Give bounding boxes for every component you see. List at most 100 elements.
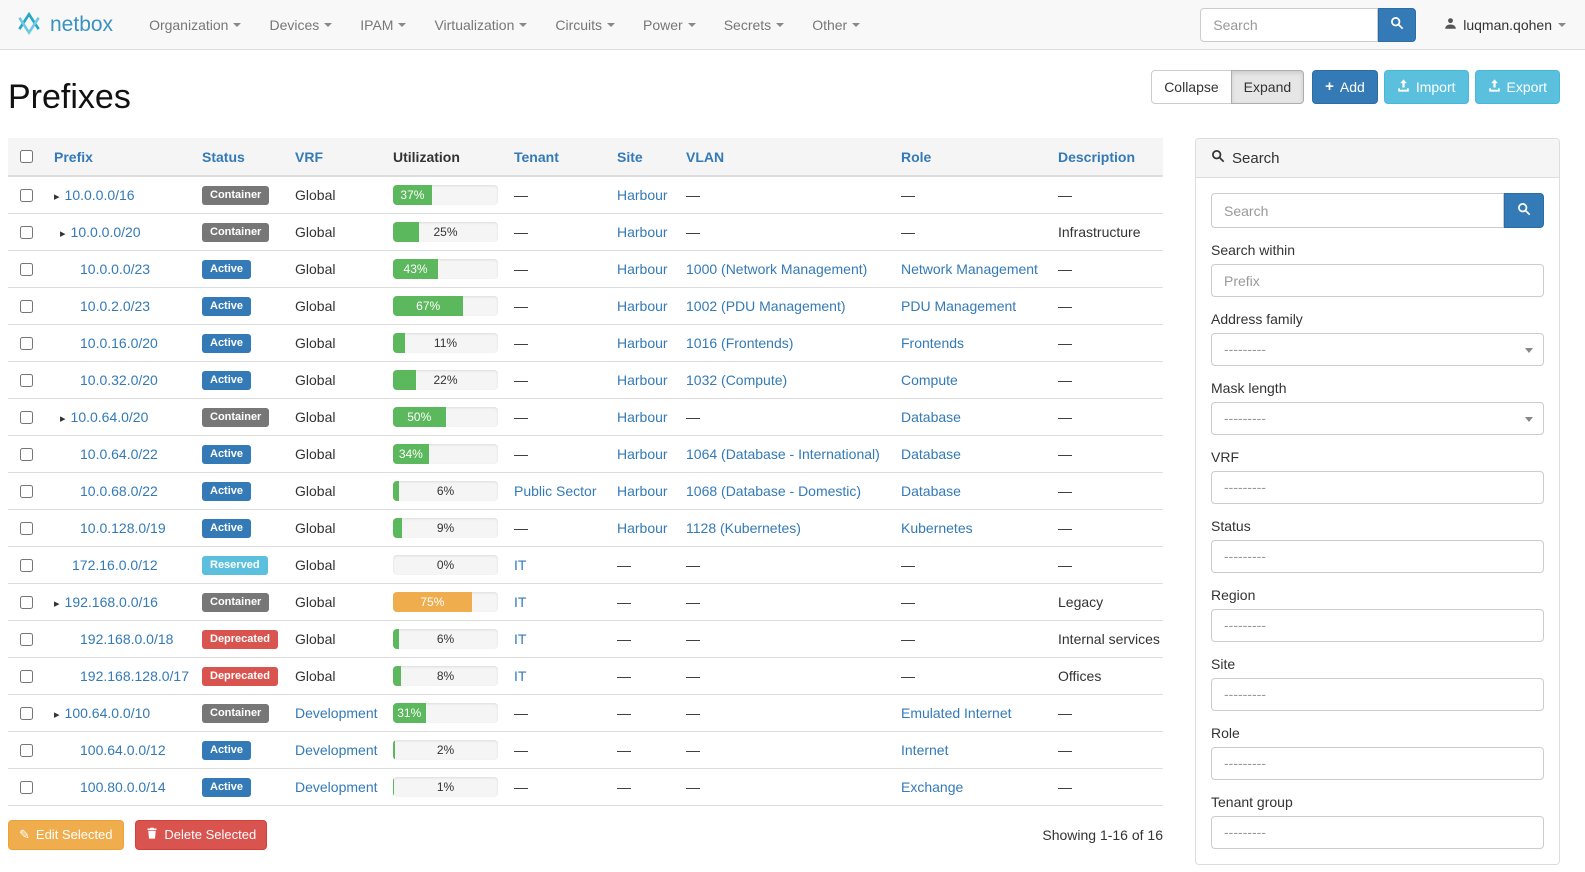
row-checkbox[interactable] <box>20 595 33 609</box>
filter-field-select[interactable]: --------- <box>1211 402 1544 435</box>
role-value[interactable]: Emulated Internet <box>901 705 1012 721</box>
add-button[interactable]: + Add <box>1312 70 1378 104</box>
expand-arrow-icon[interactable]: ▸ <box>60 228 66 240</box>
tenant-value[interactable]: IT <box>514 557 527 573</box>
vrf-value[interactable]: Development <box>295 742 378 758</box>
edit-selected-button[interactable]: ✎ Edit Selected <box>8 820 124 850</box>
import-button[interactable]: Import <box>1383 70 1469 104</box>
column-header-role[interactable]: Role <box>893 138 1050 177</box>
row-checkbox[interactable] <box>20 706 33 720</box>
navbar-search-input[interactable] <box>1200 7 1379 42</box>
filter-field-select[interactable]: --------- <box>1211 609 1544 642</box>
expand-arrow-icon[interactable]: ▸ <box>54 598 60 610</box>
prefix-link[interactable]: 100.64.0.0/12 <box>80 742 166 758</box>
column-header-description[interactable]: Description <box>1050 138 1163 177</box>
row-checkbox[interactable] <box>20 743 33 757</box>
tenant-value[interactable]: IT <box>514 594 527 610</box>
nav-item-power[interactable]: Power <box>629 0 710 50</box>
netbox-brand[interactable]: netbox <box>15 10 113 39</box>
prefix-link[interactable]: 10.0.0.0/20 <box>70 224 141 240</box>
expand-arrow-icon[interactable]: ▸ <box>60 413 66 425</box>
filter-field-select[interactable]: --------- <box>1211 333 1544 366</box>
row-checkbox[interactable] <box>20 336 33 350</box>
row-checkbox[interactable] <box>20 780 33 794</box>
tenant-value[interactable]: IT <box>514 631 527 647</box>
filter-field-select[interactable]: --------- <box>1211 747 1544 780</box>
site-value[interactable]: Harbour <box>617 446 668 462</box>
prefix-link[interactable]: 10.0.16.0/20 <box>80 335 158 351</box>
row-checkbox[interactable] <box>20 669 33 683</box>
role-value[interactable]: Kubernetes <box>901 520 973 536</box>
expand-arrow-icon[interactable]: ▸ <box>54 709 60 721</box>
column-header-prefix[interactable]: Prefix <box>46 138 194 177</box>
delete-selected-button[interactable]: Delete Selected <box>135 820 268 850</box>
filter-field-select[interactable]: --------- <box>1211 471 1544 504</box>
vlan-value[interactable]: 1000 (Network Management) <box>686 261 868 277</box>
prefix-link[interactable]: 10.0.2.0/23 <box>80 298 151 314</box>
nav-item-organization[interactable]: Organization <box>135 0 255 50</box>
nav-item-secrets[interactable]: Secrets <box>710 0 798 50</box>
nav-item-devices[interactable]: Devices <box>255 0 346 50</box>
role-value[interactable]: Compute <box>901 372 958 388</box>
row-checkbox[interactable] <box>20 521 33 535</box>
prefix-link[interactable]: 192.168.0.0/18 <box>80 631 174 647</box>
row-checkbox[interactable] <box>20 225 33 239</box>
row-checkbox[interactable] <box>20 410 33 424</box>
expand-arrow-icon[interactable]: ▸ <box>54 191 60 203</box>
column-header-status[interactable]: Status <box>194 138 287 177</box>
prefix-link[interactable]: 192.168.0.0/16 <box>64 594 158 610</box>
filter-field-select[interactable]: --------- <box>1211 678 1544 711</box>
site-value[interactable]: Harbour <box>617 187 668 203</box>
prefix-link[interactable]: 192.168.128.0/17 <box>80 668 189 684</box>
role-value[interactable]: Database <box>901 409 961 425</box>
prefix-link[interactable]: 100.80.0.0/14 <box>80 779 166 795</box>
role-value[interactable]: Frontends <box>901 335 965 351</box>
vrf-value[interactable]: Development <box>295 779 378 795</box>
prefix-link[interactable]: 10.0.0.0/16 <box>64 187 135 203</box>
column-header-vlan[interactable]: VLAN <box>678 138 893 177</box>
filter-field-input[interactable] <box>1211 264 1544 297</box>
tenant-value[interactable]: IT <box>514 668 527 684</box>
role-value[interactable]: Exchange <box>901 779 964 795</box>
vlan-value[interactable]: 1064 (Database - International) <box>686 446 880 462</box>
filter-search-button[interactable] <box>1504 193 1544 228</box>
site-value[interactable]: Harbour <box>617 372 668 388</box>
row-checkbox[interactable] <box>20 299 33 313</box>
user-menu[interactable]: luqman.qohen <box>1444 17 1566 33</box>
vrf-value[interactable]: Development <box>295 705 378 721</box>
expand-button[interactable]: Expand <box>1230 70 1305 104</box>
vlan-value[interactable]: 1032 (Compute) <box>686 372 788 388</box>
role-value[interactable]: Internet <box>901 742 949 758</box>
site-value[interactable]: Harbour <box>617 335 668 351</box>
navbar-search-button[interactable] <box>1378 7 1417 42</box>
row-checkbox[interactable] <box>20 484 33 498</box>
filter-field-select[interactable]: --------- <box>1211 540 1544 573</box>
row-checkbox[interactable] <box>20 632 33 646</box>
nav-item-ipam[interactable]: IPAM <box>346 0 420 50</box>
nav-item-other[interactable]: Other <box>798 0 874 50</box>
vlan-value[interactable]: 1016 (Frontends) <box>686 335 794 351</box>
prefix-link[interactable]: 10.0.64.0/22 <box>80 446 158 462</box>
vlan-value[interactable]: 1128 (Kubernetes) <box>686 520 801 536</box>
site-value[interactable]: Harbour <box>617 224 668 240</box>
row-checkbox[interactable] <box>20 373 33 387</box>
column-header-tenant[interactable]: Tenant <box>506 138 609 177</box>
site-value[interactable]: Harbour <box>617 483 668 499</box>
vlan-value[interactable]: 1068 (Database - Domestic) <box>686 483 862 499</box>
prefix-link[interactable]: 10.0.128.0/19 <box>80 520 166 536</box>
column-header-vrf[interactable]: VRF <box>287 138 385 177</box>
role-value[interactable]: PDU Management <box>901 298 1017 314</box>
site-value[interactable]: Harbour <box>617 520 668 536</box>
site-value[interactable]: Harbour <box>617 409 668 425</box>
nav-item-virtualization[interactable]: Virtualization <box>420 0 541 50</box>
export-button[interactable]: Export <box>1474 70 1560 104</box>
row-checkbox[interactable] <box>20 262 33 276</box>
role-value[interactable]: Database <box>901 446 961 462</box>
filter-search-input[interactable] <box>1211 193 1504 228</box>
filter-field-select[interactable]: --------- <box>1211 816 1544 849</box>
select-all-checkbox[interactable] <box>20 150 33 163</box>
role-value[interactable]: Network Management <box>901 261 1038 277</box>
vlan-value[interactable]: 1002 (PDU Management) <box>686 298 846 314</box>
site-value[interactable]: Harbour <box>617 261 668 277</box>
prefix-link[interactable]: 10.0.32.0/20 <box>80 372 158 388</box>
